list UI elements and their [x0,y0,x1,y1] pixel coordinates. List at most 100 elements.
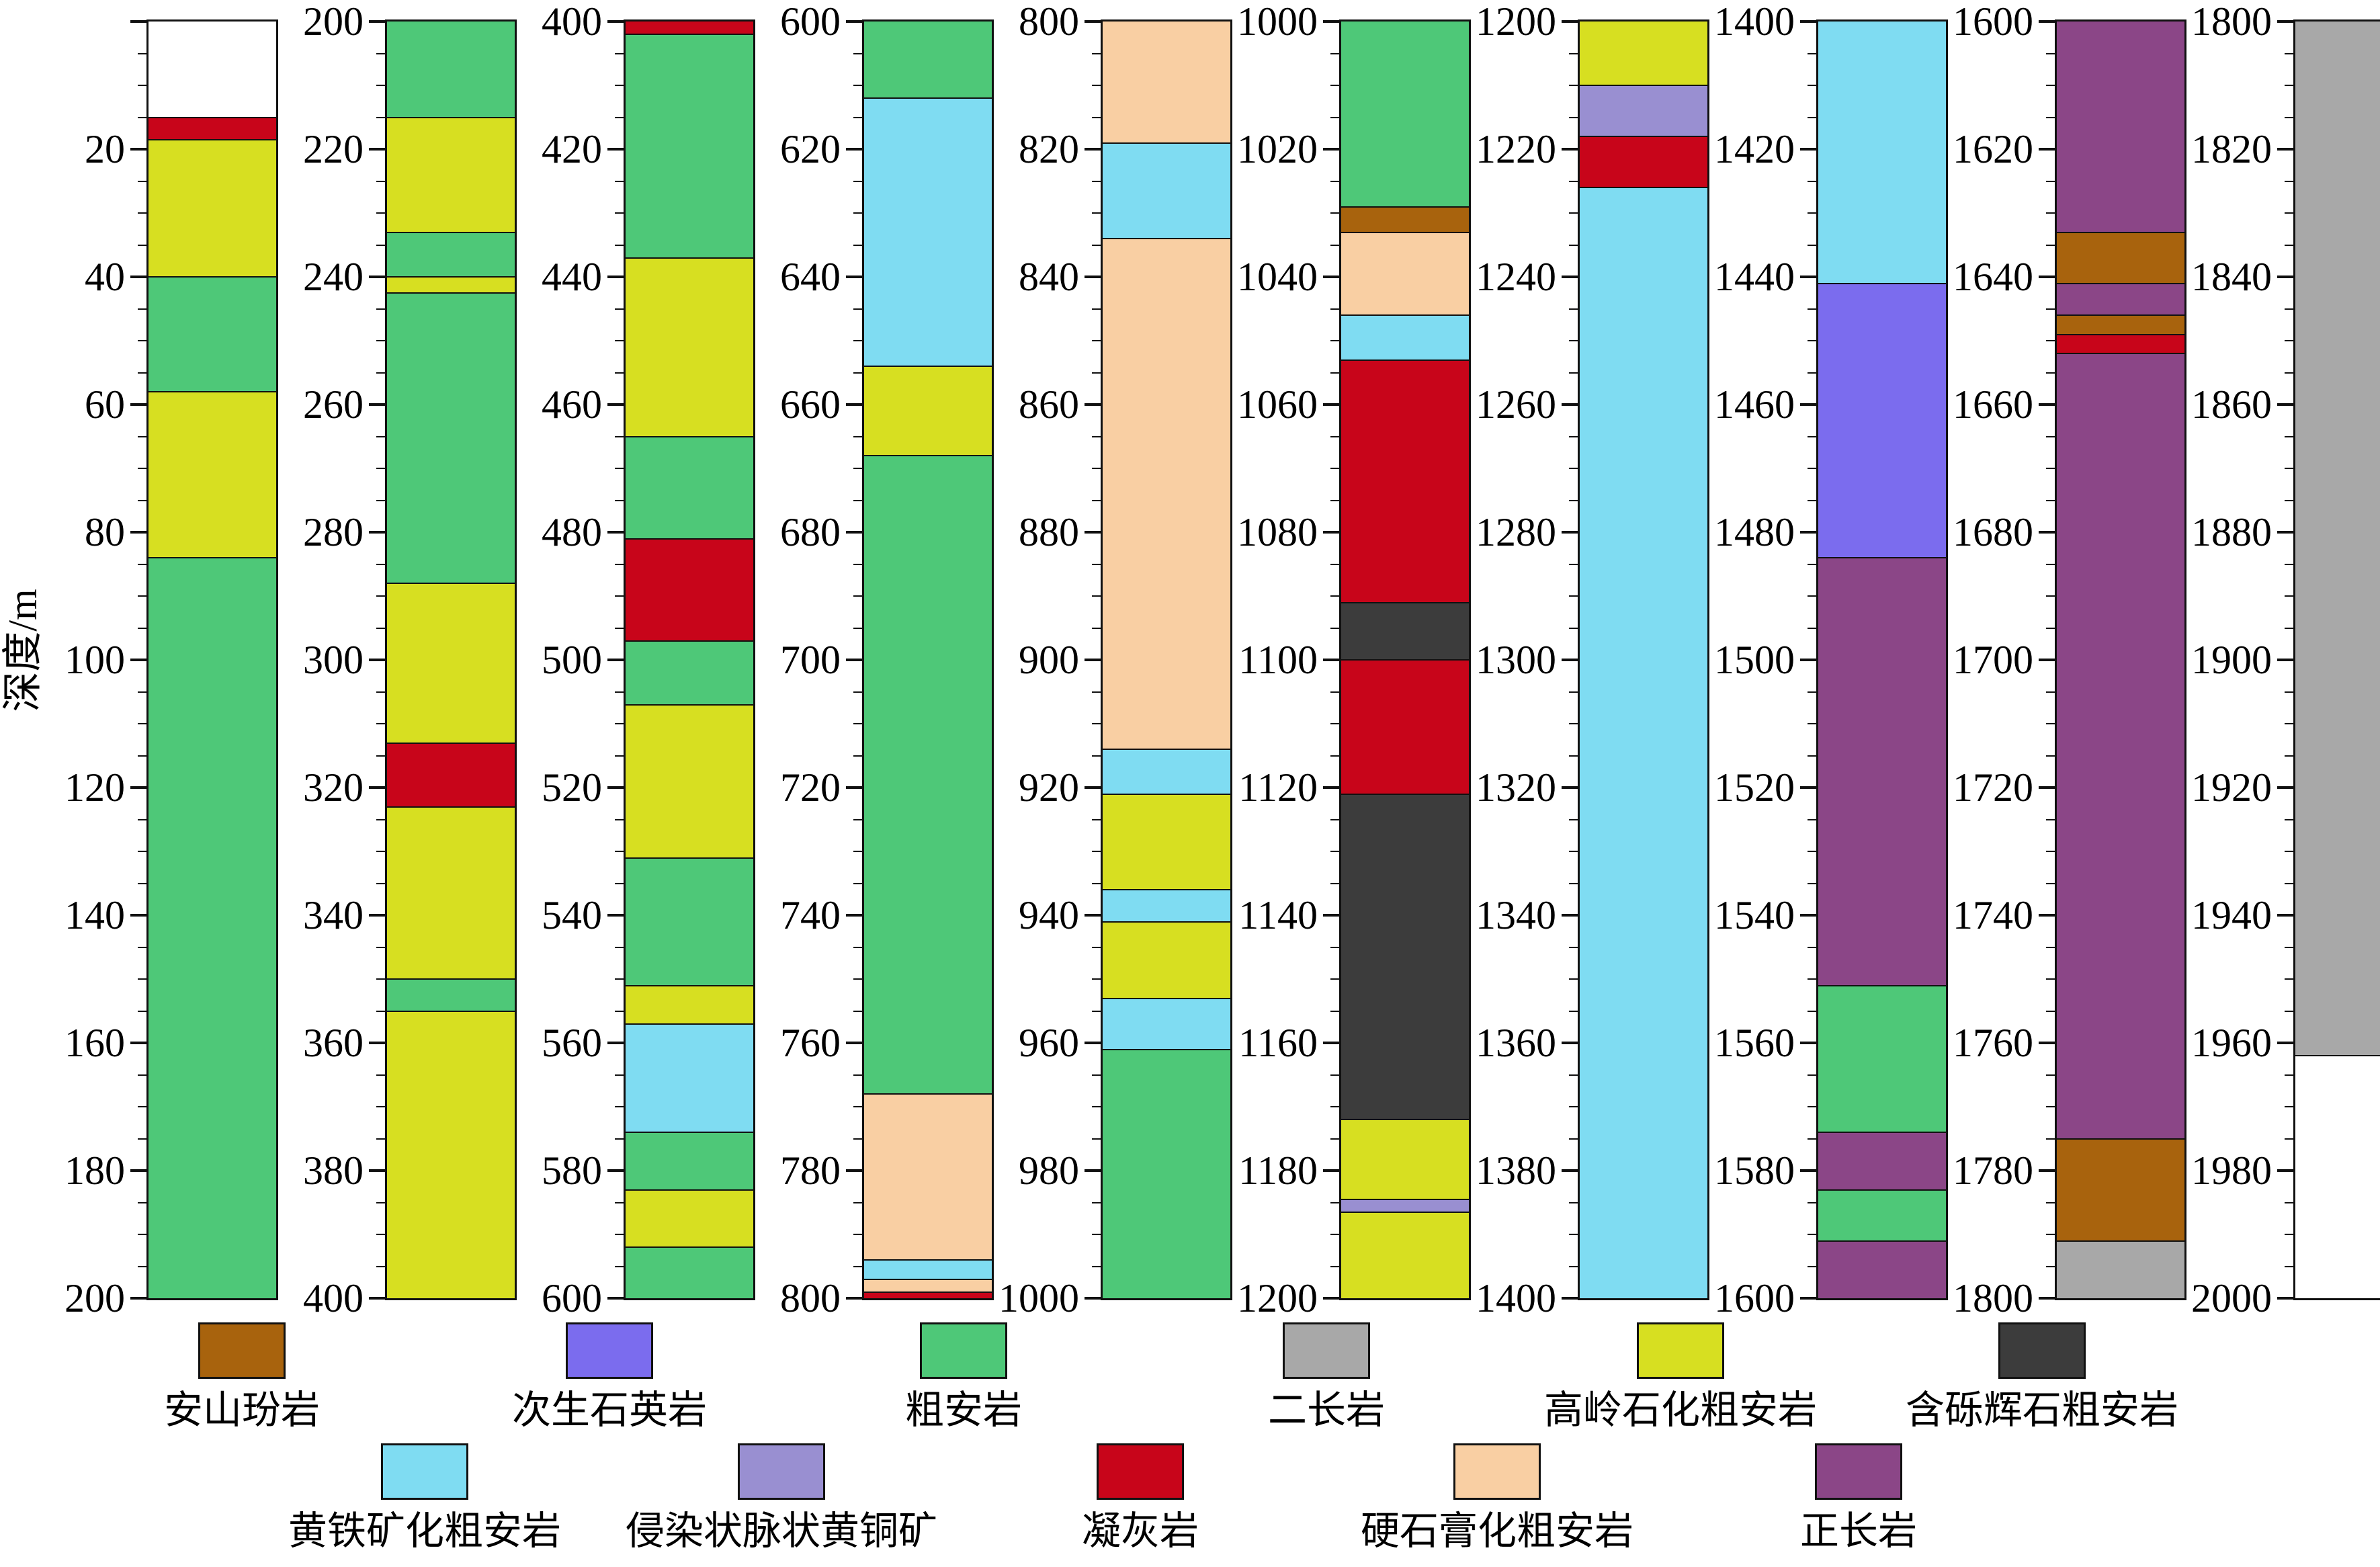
minor-tick [1808,435,1816,437]
minor-tick [1569,818,1578,820]
major-tick [846,1042,862,1044]
minor-tick [376,116,385,118]
segment-trachyandesite [1103,1049,1230,1298]
minor-tick [615,1265,624,1267]
segment-kaolinized_trachyandesite [626,1189,753,1247]
minor-tick [615,723,624,724]
minor-tick [853,340,862,341]
depth-tick-label: 1500 [1714,638,1795,682]
minor-tick [1330,212,1339,214]
minor-tick [853,308,862,310]
depth-tick-label: 1540 [1714,893,1795,937]
major-tick [130,1297,146,1300]
minor-tick [1569,978,1578,980]
depth-tick-label: 1820 [2191,127,2272,171]
minor-tick [1808,212,1816,214]
depth-tick-label: 40 [85,255,125,299]
minor-tick [1569,1138,1578,1140]
depth-tick-label: 1800 [1953,1276,2033,1320]
minor-tick [2046,1074,2055,1076]
minor-tick [1092,244,1101,246]
segment-monzonite [2057,1240,2184,1298]
minor-tick [2046,723,2055,724]
minor-tick [1330,52,1339,54]
segment-kaolinized_trachyandesite [1341,1212,1469,1298]
minor-tick [1808,946,1816,948]
segment-boundary [1341,1211,1469,1213]
segment-boundary [626,640,753,642]
minor-tick [1092,116,1101,118]
depth-tick-label: 1120 [1238,765,1318,810]
minor-tick [615,882,624,884]
minor-tick [615,563,624,565]
minor-tick [615,499,624,501]
depth-tick-label: 80 [85,510,125,554]
lithology-bar-600-800 [862,19,994,1300]
minor-tick [853,755,862,757]
minor-tick [853,882,862,884]
depth-tick-label: 680 [780,510,841,554]
segment-pyritized_trachyandesite [1103,749,1230,794]
segment-chalcopyrite_veinlets [1341,1199,1469,1212]
minor-tick [1092,372,1101,374]
segment-kaolinized_trachyandesite [864,366,992,456]
minor-tick [2285,946,2293,948]
depth-tick-label: 820 [1019,127,1079,171]
minor-tick [138,85,146,86]
major-tick [846,1297,862,1300]
minor-tick [853,85,862,86]
minor-tick [1569,563,1578,565]
major-tick [1323,1169,1339,1172]
segment-pyritized_trachyandesite [1580,187,1707,1298]
major-tick [369,20,385,23]
depth-tick-label: 780 [780,1148,841,1193]
major-tick [1085,914,1101,917]
minor-tick [2285,1074,2293,1076]
legend-item-anhydritized_trachyandesite: 硬石膏化粗安岩 [1361,1443,1633,1551]
minor-tick [2285,372,2293,374]
depth-tick-label: 540 [542,893,602,937]
minor-tick [615,85,624,86]
depth-tick-label: 1600 [1953,0,2033,44]
major-tick [369,1297,385,1300]
minor-tick [2046,755,2055,757]
legend-swatch-monzonite [1282,1322,1370,1379]
minor-tick [1092,691,1101,693]
minor-tick [376,1138,385,1140]
minor-tick [376,244,385,246]
minor-tick [1569,723,1578,724]
depth-tick-label: 460 [542,382,602,427]
depth-tick-label: 1100 [1238,638,1318,682]
minor-tick [138,1138,146,1140]
minor-tick [1569,340,1578,341]
segment-pyroxene_trachyandesite [1341,794,1469,1119]
segment-boundary [1818,984,1946,986]
segment-boundary [864,366,992,367]
minor-tick [138,1106,146,1107]
depth-tick-label: 1240 [1476,255,1556,299]
depth-tick-label: 1060 [1237,382,1318,427]
minor-tick [376,52,385,54]
segment-kaolinized_trachyandesite [148,392,276,558]
segment-boundary [387,292,515,294]
depth-tick-label: 240 [303,255,364,299]
segment-boundary [626,857,753,859]
minor-tick [2046,851,2055,852]
minor-tick [1330,595,1339,597]
minor-tick [1330,978,1339,980]
minor-tick [1808,372,1816,374]
segment-tuff [1341,359,1469,603]
major-tick [2277,20,2293,23]
minor-tick [1330,499,1339,501]
segment-tuff [387,743,515,807]
segment-trachyandesite [387,22,515,118]
segment-boundary [148,276,276,278]
minor-tick [1808,1265,1816,1267]
depth-tick-label: 480 [542,510,602,554]
segment-kaolinized_trachyandesite [387,806,515,979]
minor-tick [2285,52,2293,54]
legend-item-pyroxene_trachyandesite: 含砾辉石粗安岩 [1906,1322,2178,1430]
major-tick [130,403,146,406]
segment-boundary [864,1093,992,1095]
